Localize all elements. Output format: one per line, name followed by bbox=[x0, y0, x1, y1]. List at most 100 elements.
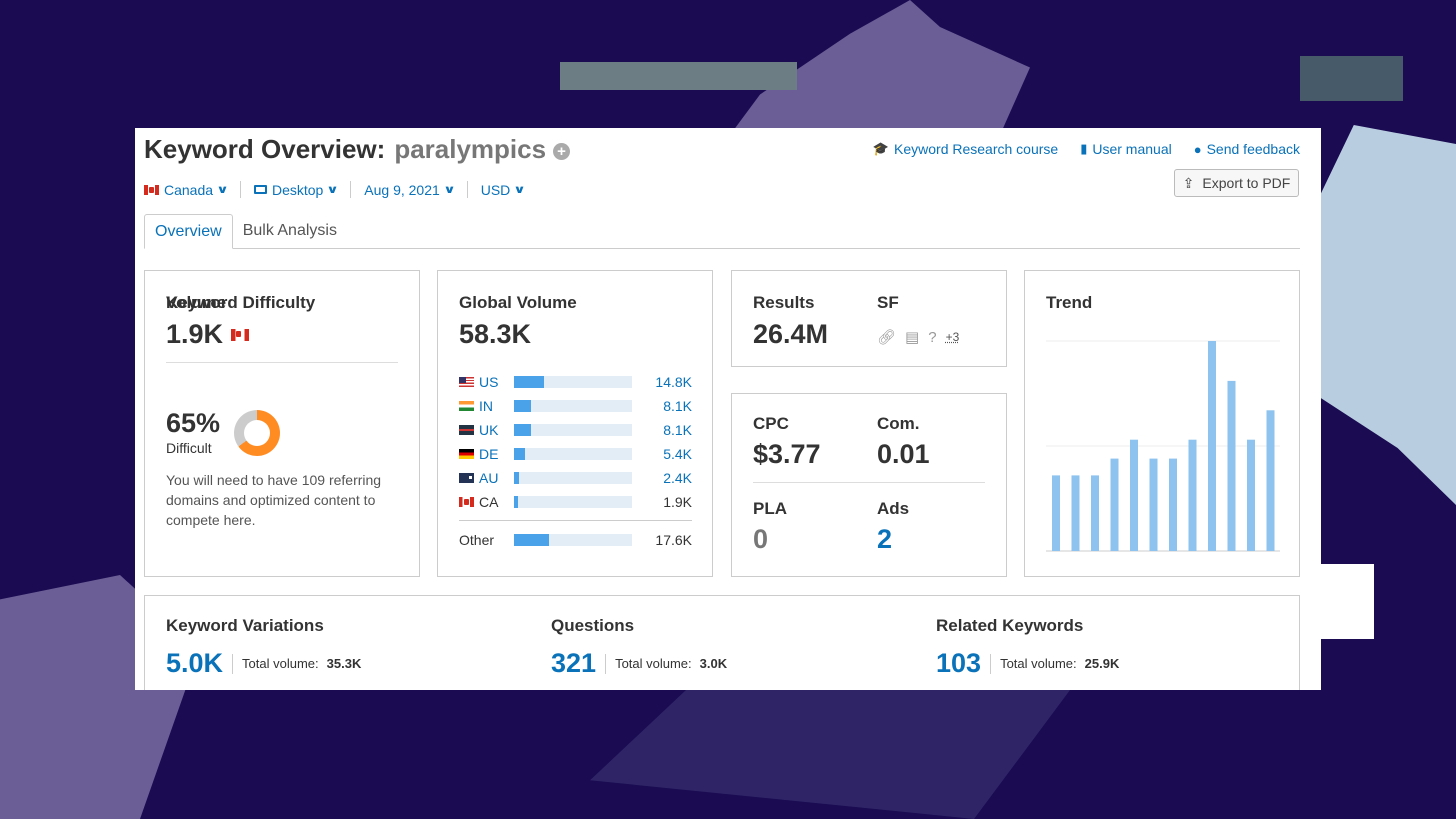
divider bbox=[459, 520, 692, 521]
trend-label: Trend bbox=[1046, 293, 1093, 312]
bg-shape bbox=[1310, 125, 1456, 505]
trend-bar[interactable] bbox=[1227, 380, 1236, 551]
ads-label: Ads bbox=[877, 499, 910, 518]
keyword-variations-block: Keyword Variations 5.0K Total volume: 35.… bbox=[166, 616, 361, 679]
country-dropdown[interactable]: Canada ∨ bbox=[144, 181, 229, 198]
us-flag-icon bbox=[459, 377, 474, 387]
chevron-down-icon: ∨ bbox=[513, 184, 527, 196]
upload-icon: ⇪ bbox=[1182, 174, 1195, 191]
variations-value[interactable]: 5.0K bbox=[166, 648, 224, 678]
book-icon: ▮ bbox=[1080, 141, 1088, 156]
country-volume: 8.1K bbox=[663, 422, 692, 438]
top-links: 🎓 Keyword Research course ▮ User manual … bbox=[873, 141, 1300, 157]
trend-bar[interactable] bbox=[1149, 458, 1158, 551]
country-row-uk[interactable]: UK 8.1K bbox=[459, 418, 692, 442]
chevron-down-icon: ∨ bbox=[326, 184, 340, 196]
currency-dropdown[interactable]: USD ∨ bbox=[480, 181, 527, 198]
country-value: Canada bbox=[164, 181, 214, 198]
export-pdf-button[interactable]: ⇪ Export to PDF bbox=[1174, 169, 1299, 197]
news-icon[interactable]: ▤ bbox=[905, 329, 920, 346]
trend-card: Trend bbox=[1024, 270, 1300, 577]
trend-bar[interactable] bbox=[1266, 410, 1275, 551]
send-feedback-link[interactable]: ● Send feedback bbox=[1194, 141, 1300, 157]
add-keyword-icon[interactable]: + bbox=[553, 143, 571, 160]
related-total: Total volume: 25.9K bbox=[1000, 656, 1119, 671]
keyword-research-course-link[interactable]: 🎓 Keyword Research course bbox=[873, 141, 1058, 157]
related-label: Related Keywords bbox=[936, 616, 1084, 635]
variations-label: Keyword Variations bbox=[166, 616, 324, 635]
country-row-ca: CA 1.9K bbox=[459, 490, 692, 514]
tab-bulk-analysis[interactable]: Bulk Analysis bbox=[242, 222, 337, 239]
trend-bar[interactable] bbox=[1110, 458, 1119, 551]
filter-bar: Canada ∨ Desktop ∨ Aug 9, 2021 ∨ USD ∨ bbox=[144, 181, 527, 198]
volume-bar-fill bbox=[514, 400, 531, 412]
results-card: Results SF 26.4M 🔗︎ ▤ ? +3 bbox=[731, 270, 1007, 367]
country-code: DE bbox=[479, 446, 499, 462]
keyword-overview-panel: Keyword Overview: paralympics + 🎓 Keywor… bbox=[135, 128, 1321, 690]
desktop-icon bbox=[253, 185, 267, 194]
kd-level: Difficult bbox=[166, 440, 212, 456]
questions-value[interactable]: 321 bbox=[551, 648, 597, 678]
tab-overview[interactable]: Overview bbox=[144, 214, 233, 249]
trend-bar[interactable] bbox=[1247, 439, 1255, 551]
device-dropdown[interactable]: Desktop ∨ bbox=[253, 182, 340, 198]
country-row-au[interactable]: AU 2.4K bbox=[459, 466, 692, 490]
country-row-us[interactable]: US 14.8K bbox=[459, 370, 692, 394]
trend-bar[interactable] bbox=[1169, 458, 1177, 551]
link-icon[interactable]: 🔗︎ bbox=[877, 329, 897, 346]
related-value[interactable]: 103 bbox=[936, 648, 982, 678]
divider bbox=[753, 482, 985, 483]
country-volume: 1.9K bbox=[663, 494, 692, 510]
sf-label: SF bbox=[877, 293, 899, 312]
country-row-other: Other 17.6K bbox=[459, 528, 692, 552]
questions-label: Questions bbox=[551, 616, 635, 635]
de-flag-icon bbox=[459, 449, 474, 459]
global-volume-label: Global Volume bbox=[459, 293, 577, 312]
volume-bar bbox=[514, 448, 632, 460]
volume-bar bbox=[514, 472, 632, 484]
volume-bar bbox=[514, 424, 632, 436]
volume-bar bbox=[514, 376, 632, 388]
kd-donut-chart bbox=[234, 410, 280, 456]
canada-flag-icon bbox=[231, 328, 250, 341]
questions-total: Total volume: 3.0K bbox=[615, 656, 727, 671]
kd-label: Keyword Difficulty bbox=[166, 293, 316, 312]
trend-bar[interactable] bbox=[1091, 475, 1099, 551]
country-volume: 17.6K bbox=[655, 532, 692, 548]
trend-bar[interactable] bbox=[1071, 475, 1080, 551]
trend-chart bbox=[1046, 340, 1280, 552]
country-volume: 2.4K bbox=[663, 470, 692, 486]
chevron-down-icon: ∨ bbox=[443, 184, 456, 196]
country-row-de[interactable]: DE 5.4K bbox=[459, 442, 692, 466]
country-volume: 8.1K bbox=[663, 398, 692, 414]
volume-bar-fill bbox=[514, 534, 550, 546]
divider bbox=[466, 181, 468, 198]
trend-bar[interactable] bbox=[1052, 475, 1060, 551]
trend-bar[interactable] bbox=[1130, 439, 1138, 551]
competition-label: Com. bbox=[877, 414, 920, 433]
volume-value-row: 1.9K bbox=[166, 319, 250, 350]
page-title: Keyword Overview: bbox=[144, 134, 386, 164]
results-value: 26.4M bbox=[753, 319, 829, 349]
link-label: User manual bbox=[1092, 141, 1172, 157]
pla-value: 0 bbox=[753, 524, 769, 554]
ads-value[interactable]: 2 bbox=[877, 524, 893, 554]
country-code: UK bbox=[479, 422, 499, 438]
cpc-card: CPC $3.77 Com. 0.01 PLA 0 Ads 2 bbox=[731, 393, 1007, 577]
date-dropdown[interactable]: Aug 9, 2021 ∨ bbox=[364, 182, 456, 198]
country-row-in[interactable]: IN 8.1K bbox=[459, 394, 692, 418]
user-manual-link[interactable]: ▮ User manual bbox=[1080, 141, 1172, 157]
trend-bar[interactable] bbox=[1188, 439, 1197, 551]
currency-value: USD bbox=[480, 181, 511, 198]
in-flag-icon bbox=[459, 401, 474, 411]
sf-more-link[interactable]: +3 bbox=[945, 330, 960, 344]
faq-icon[interactable]: ? bbox=[928, 328, 937, 346]
global-volume-card: Global Volume 58.3K US 14.8K IN 8.1K UK … bbox=[437, 270, 713, 577]
pla-label: PLA bbox=[753, 499, 787, 518]
canada-flag-icon bbox=[144, 184, 159, 195]
total-label: Total volume: bbox=[615, 656, 692, 671]
bg-rect bbox=[1320, 564, 1374, 639]
trend-bar[interactable] bbox=[1208, 341, 1216, 551]
tab-bar: Overview Bulk Analysis bbox=[144, 214, 1300, 249]
keyword-ideas-card: Keyword Variations 5.0K Total volume: 35.… bbox=[144, 595, 1300, 690]
